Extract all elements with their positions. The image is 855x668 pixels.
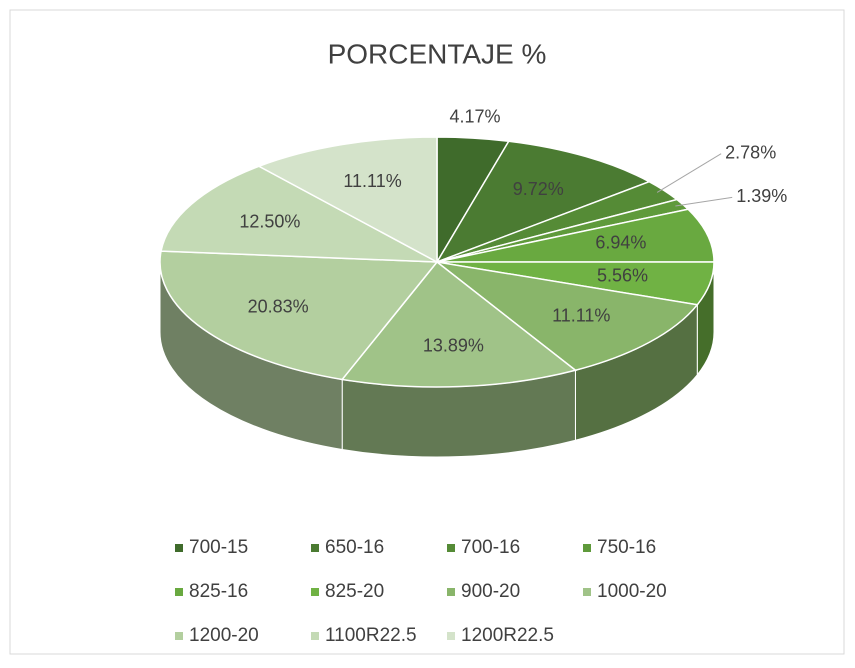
slice	[435, 140, 652, 264]
legend-swatch	[311, 632, 319, 640]
legend-label: 1200-20	[189, 625, 259, 646]
legend-swatch	[311, 588, 319, 596]
data-label: 13.89%	[423, 335, 484, 355]
chart-title: PORCENTAJE %	[328, 38, 547, 69]
legend-swatch	[175, 544, 183, 552]
legend-swatch	[447, 588, 455, 596]
legend-swatch	[583, 544, 591, 552]
legend-label: 825-16	[189, 581, 248, 602]
slice	[340, 260, 578, 388]
data-label: 2.78%	[725, 142, 776, 162]
leader-line	[656, 153, 722, 193]
slice	[436, 208, 715, 263]
legend-label: 1200R22.5	[461, 625, 554, 646]
legend-label: 900-20	[461, 581, 520, 602]
legend-label: 750-16	[597, 537, 656, 558]
data-label: 1.39%	[736, 186, 787, 206]
slice	[159, 250, 439, 381]
slice	[257, 136, 438, 264]
legend-label: 1000-20	[597, 581, 667, 602]
data-label: 12.50%	[239, 211, 300, 231]
legend-swatch	[447, 544, 455, 552]
legend-label: 1100R22.5	[325, 625, 417, 646]
data-label: 11.11%	[343, 171, 401, 191]
slice	[160, 165, 438, 263]
legend-swatch	[447, 632, 455, 640]
legend-swatch	[311, 544, 319, 552]
leader-line	[675, 196, 733, 207]
legend-label: 650-16	[325, 537, 384, 558]
data-label: 6.94%	[595, 232, 646, 252]
legend-label: 825-20	[325, 581, 384, 602]
legend-swatch	[175, 588, 183, 596]
data-label: 5.56%	[597, 266, 648, 286]
slice	[436, 261, 699, 372]
data-label: 9.72%	[513, 179, 564, 199]
legend-label: 700-15	[189, 537, 248, 558]
legend-swatch	[583, 588, 591, 596]
data-label: 4.17%	[449, 107, 500, 127]
data-label: 20.83%	[248, 296, 309, 316]
data-label: 11.11%	[552, 305, 610, 325]
legend-label: 700-16	[461, 537, 520, 558]
legend-swatch	[175, 632, 183, 640]
